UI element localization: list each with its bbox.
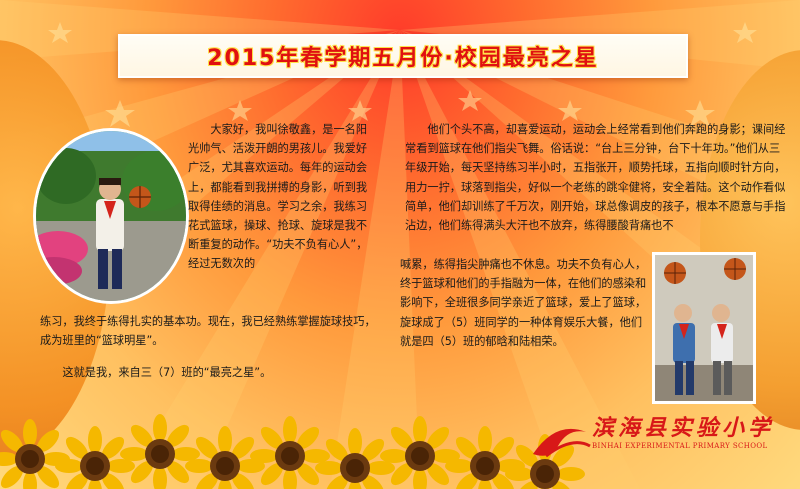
star-decorations bbox=[48, 22, 757, 127]
two-boys-basketball-photo bbox=[655, 255, 753, 401]
poster-title: 2015年春学期五月份·校园最亮之星 bbox=[207, 46, 599, 71]
left-paragraph-1: 大家好，我叫徐敬鑫，是一名阳光帅气、活泼开朗的男孩儿。我爱好广泛，尤其喜欢运动。… bbox=[188, 123, 368, 271]
left-paragraph-1-continued: 练习，我终于练得扎实的基本功。现在，我已经熟练掌握旋球技巧，成为班里的“篮球明星… bbox=[40, 315, 376, 348]
school-logo-icon bbox=[533, 428, 591, 458]
left-paragraph-2: 这就是我，来自三（7）班的“最亮之星”。 bbox=[62, 366, 272, 379]
right-paragraph: 他们个头不高，却喜爱运动，运动会上经常看到他们奔跑的身影；课间经常看到篮球在他们… bbox=[405, 123, 786, 233]
title-banner: 2015年春学期五月份·校园最亮之星 bbox=[118, 34, 688, 78]
boy-basketball-photo bbox=[36, 131, 186, 301]
right-paragraph-continued: 喊累，练得指尖肿痛也不休息。功夫不负有心人，终于篮球和他们的手指融为一体，在他们… bbox=[400, 258, 647, 348]
school-name-en: BINHAI EXPERIMENTAL PRIMARY SCHOOL bbox=[592, 442, 768, 450]
school-name-cn: 滨海县实验小学 bbox=[592, 415, 775, 441]
student-photo-left bbox=[33, 128, 189, 304]
student-photo-right bbox=[652, 252, 756, 404]
